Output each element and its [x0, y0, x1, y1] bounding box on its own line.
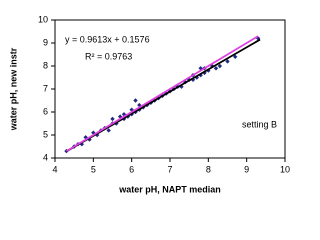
data-point — [232, 54, 238, 59]
data-point — [137, 102, 142, 108]
data-point — [110, 116, 115, 122]
data-point — [133, 98, 138, 103]
x-tick-label: 8 — [206, 164, 211, 174]
setting-label: setting B — [242, 119, 277, 129]
data-point — [213, 66, 219, 71]
y-tick-label: 8 — [43, 60, 48, 70]
chart: water pH, NAPT median water pH, new inst… — [8, 14, 290, 194]
equation: y = 0.9613x + 0.1576 — [65, 34, 150, 44]
data-point — [225, 59, 230, 64]
data-point — [217, 63, 223, 69]
y-tick-label: 6 — [43, 106, 48, 116]
y-axis-title: water pH, new instr — [8, 47, 18, 131]
x-tick-label: 5 — [91, 164, 96, 174]
data-point — [190, 77, 196, 82]
x-tick-label: 4 — [52, 164, 57, 174]
y-tick-label: 4 — [43, 152, 48, 162]
y-tick-label: 9 — [43, 37, 48, 47]
data-point — [94, 132, 100, 138]
y-tick-label: 5 — [43, 129, 48, 139]
y-tick-label: 7 — [43, 83, 48, 93]
data-point — [117, 114, 123, 119]
data-point — [106, 128, 111, 133]
x-tick-label: 6 — [129, 164, 134, 174]
x-tick-label: 9 — [244, 164, 249, 174]
y-tick-label: 10 — [38, 14, 48, 24]
r-squared: R² = 0.9763 — [85, 51, 132, 61]
data-point — [202, 70, 207, 76]
x-axis-title: water pH, NAPT median — [118, 184, 221, 194]
trend-line — [66, 35, 259, 152]
x-tick-label: 10 — [280, 164, 290, 174]
data-point — [179, 84, 184, 89]
x-tick-label: 7 — [167, 164, 172, 174]
